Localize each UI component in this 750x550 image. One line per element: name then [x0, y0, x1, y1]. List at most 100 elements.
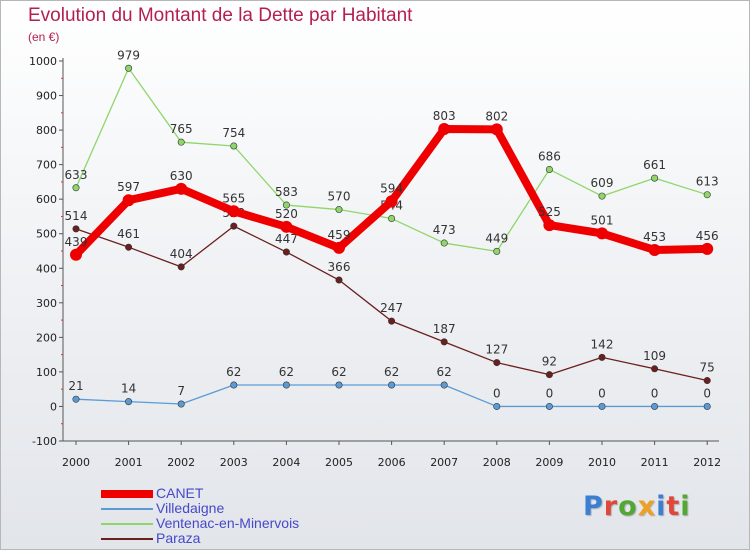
logo-letter: r	[603, 491, 619, 522]
data-point	[490, 123, 503, 136]
data-point	[545, 165, 553, 173]
logo-letter: P	[583, 491, 604, 522]
data-point	[335, 206, 343, 214]
logo-letter: o	[618, 491, 638, 522]
data-point	[388, 317, 396, 325]
data-label: 609	[591, 176, 614, 190]
data-point	[282, 248, 290, 256]
logo-letter: i	[656, 491, 667, 522]
data-point	[493, 247, 501, 255]
data-point	[598, 192, 606, 200]
data-label: 366	[328, 260, 351, 274]
data-point	[125, 398, 133, 406]
data-point	[596, 227, 608, 240]
x-tick-label: 2002	[167, 456, 195, 469]
data-point	[230, 381, 238, 389]
data-point	[388, 215, 396, 223]
y-tick-label: 100	[36, 366, 57, 379]
y-tick-label: 500	[36, 228, 57, 241]
data-point	[175, 182, 188, 195]
data-label: 0	[493, 386, 501, 400]
data-label: 459	[328, 228, 351, 242]
data-label: 62	[331, 365, 346, 379]
data-label: 439	[65, 235, 88, 249]
x-tick-label: 2010	[588, 456, 616, 469]
data-label: 453	[643, 230, 666, 244]
data-point	[230, 222, 238, 230]
data-label: 597	[117, 180, 140, 194]
data-point	[177, 400, 185, 408]
x-tick-label: 2011	[641, 456, 669, 469]
data-label: 473	[433, 223, 456, 237]
y-tick-label: -100	[32, 435, 57, 448]
data-label: 525	[538, 205, 561, 219]
data-point	[440, 381, 448, 389]
y-tick-label: 200	[36, 331, 57, 344]
data-label: 92	[542, 355, 557, 369]
data-label: 21	[68, 379, 83, 393]
data-label: 514	[65, 209, 88, 223]
data-label: 461	[117, 227, 140, 241]
y-tick-label: 300	[36, 297, 57, 310]
data-label: 754	[222, 126, 245, 140]
data-point	[651, 174, 659, 182]
data-point	[335, 381, 343, 389]
data-point	[598, 353, 606, 361]
legend-swatch	[101, 523, 153, 525]
data-label: 594	[380, 181, 403, 195]
y-tick-label: 700	[36, 159, 57, 172]
data-label: 803	[433, 109, 456, 123]
data-label: 501	[591, 213, 614, 227]
data-label: 0	[703, 386, 711, 400]
data-point	[122, 194, 135, 207]
data-point	[543, 219, 556, 232]
data-point	[282, 201, 290, 209]
data-point	[282, 381, 290, 389]
data-label: 565	[222, 191, 245, 205]
legend-swatch	[101, 490, 153, 498]
legend-label: Paraza	[156, 530, 201, 546]
data-label: 142	[591, 337, 614, 351]
data-point	[651, 365, 659, 373]
data-label: 247	[380, 301, 403, 315]
data-point	[703, 191, 711, 199]
data-point	[335, 276, 343, 284]
data-label: 127	[485, 343, 508, 357]
data-point	[651, 402, 659, 410]
data-point	[227, 205, 240, 218]
legend-label: CANET	[156, 485, 204, 501]
legend-swatch	[101, 538, 153, 540]
data-point	[72, 184, 80, 192]
y-tick-label: 0	[50, 400, 57, 413]
data-point	[701, 242, 714, 255]
proxiti-logo: Proxiti	[583, 491, 691, 522]
x-tick-label: 2003	[220, 456, 248, 469]
data-label: 765	[170, 122, 193, 136]
data-label: 686	[538, 149, 561, 163]
legend-swatch	[101, 508, 153, 510]
logo-letter: t	[666, 491, 681, 522]
data-point	[388, 381, 396, 389]
data-label: 62	[384, 365, 399, 379]
legend-label: Ventenac-en-Minervois	[156, 515, 300, 531]
data-point	[545, 402, 553, 410]
x-tick-label: 2008	[483, 456, 511, 469]
data-point	[125, 243, 133, 251]
data-point	[70, 248, 82, 261]
data-label: 0	[598, 386, 606, 400]
data-label: 630	[170, 169, 193, 183]
data-label: 187	[433, 322, 456, 336]
data-point	[177, 263, 185, 271]
data-point	[125, 64, 133, 72]
chart-title: Evolution du Montant de la Dette par Hab…	[28, 5, 413, 26]
y-tick-label: 800	[36, 124, 57, 137]
data-label: 979	[117, 48, 140, 62]
data-label: 404	[170, 247, 193, 261]
data-point	[703, 402, 711, 410]
logo-letter: x	[637, 491, 657, 522]
data-label: 520	[275, 207, 298, 221]
data-point	[440, 338, 448, 346]
data-label: 633	[65, 168, 88, 182]
